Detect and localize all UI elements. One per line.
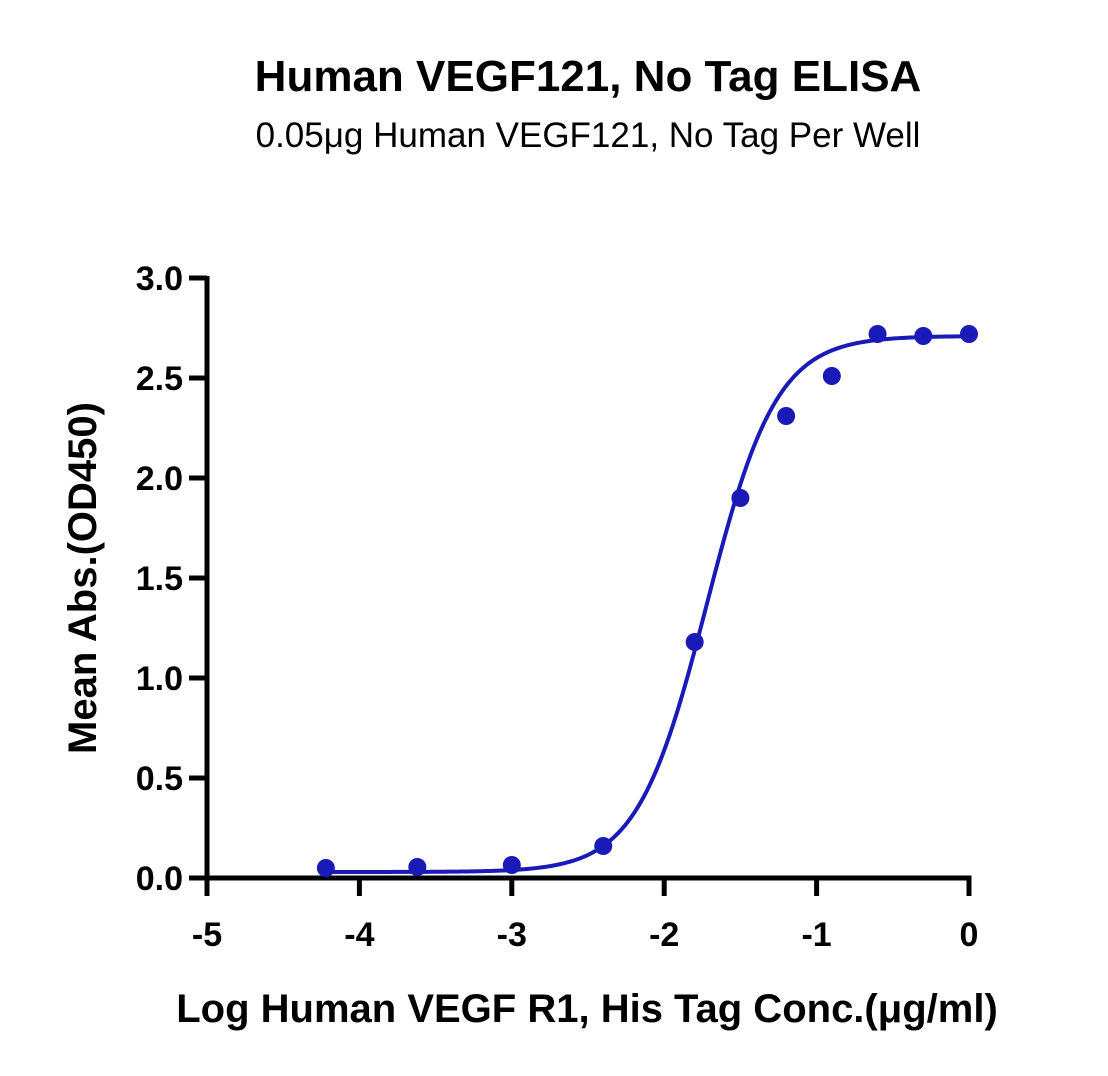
data-point	[408, 858, 427, 876]
x-axis-title: Log Human VEGF R1, His Tag Conc.(μg/ml)	[176, 987, 998, 1031]
y-tick-label: 1.5	[136, 560, 183, 598]
x-tick-label: -3	[497, 916, 527, 954]
chart-title: Human VEGF121, No Tag ELISA	[254, 52, 922, 101]
data-point	[731, 489, 750, 507]
data-points	[316, 325, 978, 877]
y-axis-title: Mean Abs.(OD450)	[61, 402, 105, 754]
data-point	[914, 327, 933, 345]
data-point	[777, 407, 796, 425]
y-tick-label: 2.5	[136, 360, 183, 398]
fit-curve	[325, 334, 970, 874]
x-tick-label: -4	[344, 916, 374, 954]
data-point	[868, 325, 887, 343]
y-tick-label: 3.0	[136, 260, 183, 298]
axes	[204, 276, 972, 881]
data-point	[960, 325, 978, 343]
data-point	[822, 367, 841, 385]
y-tick-label: 1.0	[136, 660, 183, 698]
data-point	[502, 856, 521, 874]
y-tick-label: 0.5	[136, 760, 183, 798]
y-ticks: 0.0 0.5 1.0 1.5 2.0 2.5 3.0	[136, 260, 207, 898]
x-tick-label: -2	[649, 916, 679, 954]
y-tick-label: 2.0	[136, 460, 183, 498]
chart-subtitle: 0.05μg Human VEGF121, No Tag Per Well	[255, 116, 921, 155]
data-point	[685, 633, 704, 651]
x-tick-label: -1	[801, 916, 831, 954]
x-tick-label: 0	[960, 916, 979, 954]
y-tick-label: 0.0	[136, 860, 183, 898]
data-point	[594, 837, 613, 855]
data-point	[316, 859, 335, 877]
x-ticks: -5 -4 -3 -2 -1 0	[192, 878, 979, 954]
x-tick-label: -5	[192, 916, 222, 954]
